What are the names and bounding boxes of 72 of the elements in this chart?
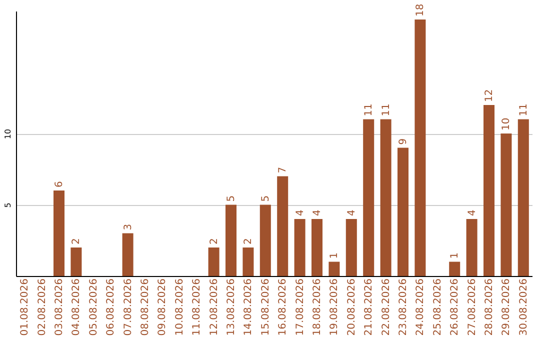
x-tick-label: 08.08.2026 (140, 278, 151, 336)
bar (208, 248, 220, 276)
bar (397, 148, 409, 276)
x-tick-label: 16.08.2026 (278, 278, 289, 336)
data-label: 7 (278, 166, 289, 174)
x-tick-label: 24.08.2026 (415, 278, 426, 336)
bar (380, 119, 392, 276)
data-label: 4 (294, 210, 306, 216)
x-tick-label: 30.08.2026 (518, 278, 530, 336)
x-tick-label: 09.08.2026 (157, 278, 168, 336)
bar (466, 219, 478, 276)
x-tick-label: 02.08.2026 (36, 278, 48, 336)
data-label: 4 (466, 210, 478, 216)
data-label: 2 (71, 238, 82, 245)
bar (260, 204, 271, 276)
data-label: 1 (329, 252, 340, 259)
data-label: 4 (346, 210, 358, 216)
x-tick-label: 22.08.2026 (380, 278, 392, 336)
x-tick-label: 23.08.2026 (398, 278, 409, 336)
bar (483, 105, 495, 276)
x-tick-label: 10.08.2026 (174, 278, 186, 336)
data-label: 2 (208, 238, 220, 245)
bar (500, 134, 512, 276)
x-tick-label: 04.08.2026 (71, 278, 82, 336)
bar (328, 262, 340, 276)
bar (294, 219, 306, 276)
data-label: 11 (380, 104, 392, 116)
x-tick-label: 29.08.2026 (501, 278, 512, 336)
data-label: 3 (122, 224, 134, 230)
x-tick-label: 12.08.2026 (208, 278, 220, 336)
x-tick-label: 27.08.2026 (466, 278, 478, 336)
bar (346, 219, 357, 276)
x-tick-label: 01.08.2026 (20, 278, 31, 336)
x-tick-label: 11.08.2026 (192, 278, 203, 336)
x-tick-label: 13.08.2026 (226, 278, 237, 336)
data-label: 9 (398, 138, 409, 145)
bar (449, 262, 460, 276)
bar (311, 219, 323, 276)
data-label: 11 (518, 104, 530, 116)
data-label: 12 (484, 89, 495, 102)
bar (277, 176, 288, 276)
bar (518, 119, 529, 276)
bar (225, 204, 237, 276)
bar (414, 20, 426, 276)
bar (53, 190, 65, 276)
x-tick-label: 21.08.2026 (364, 278, 375, 336)
data-label: 1 (450, 252, 461, 259)
data-label: 4 (312, 210, 323, 216)
x-tick-label: 26.08.2026 (450, 278, 461, 336)
data-label: 6 (54, 181, 65, 188)
x-tick-label: 25.08.2026 (432, 278, 444, 336)
x-tick-label: 18.08.2026 (312, 278, 323, 336)
data-label: 5 (260, 195, 272, 202)
x-tick-label: 15.08.2026 (260, 278, 272, 336)
x-tick-label: 05.08.2026 (88, 278, 100, 336)
x-tick-label: 07.08.2026 (122, 278, 134, 336)
x-tick-label: 19.08.2026 (329, 278, 340, 336)
bar (122, 233, 134, 276)
data-label: 5 (226, 195, 237, 202)
x-tick-label: 28.08.2026 (484, 278, 495, 336)
x-tick-label: 03.08.2026 (54, 278, 65, 336)
x-tick-label: 06.08.2026 (106, 278, 117, 336)
data-label: 18 (415, 4, 426, 17)
bar (70, 248, 82, 276)
x-tick-label: 14.08.2026 (243, 278, 254, 336)
x-tick-label: 17.08.2026 (294, 278, 306, 336)
data-label: 2 (243, 238, 254, 245)
bar (242, 248, 254, 276)
x-tick-label: 20.08.2026 (346, 278, 358, 336)
data-label: 11 (364, 104, 375, 116)
bar (363, 119, 374, 276)
data-label: 10 (501, 118, 512, 131)
